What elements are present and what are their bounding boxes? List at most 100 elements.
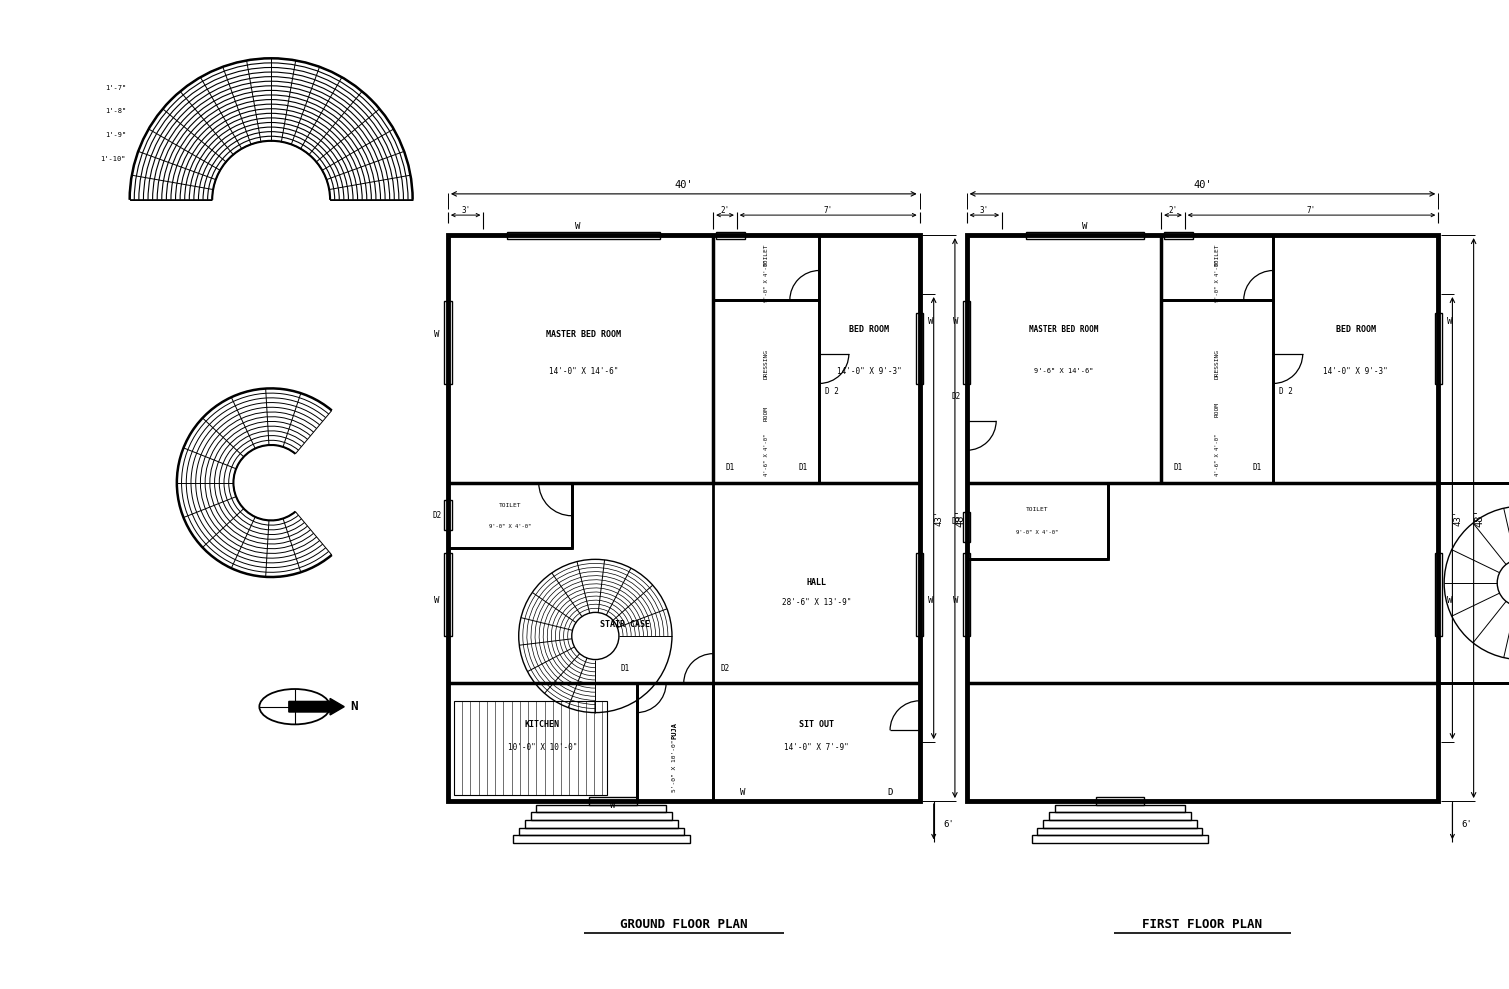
- Text: TOILET: TOILET: [764, 243, 768, 266]
- Text: 14'-0" X 9'-3": 14'-0" X 9'-3": [837, 367, 902, 376]
- Text: W: W: [954, 596, 958, 605]
- Text: 1'-8": 1'-8": [106, 109, 127, 115]
- Text: 43': 43': [934, 510, 943, 526]
- Text: W: W: [928, 596, 933, 605]
- Bar: [963, 554, 970, 636]
- Bar: [963, 302, 970, 384]
- Text: 10'-0" X 10'-0": 10'-0" X 10'-0": [507, 744, 576, 753]
- Bar: [1043, 820, 1197, 828]
- Text: 9'-0" X 4'-0": 9'-0" X 4'-0": [489, 524, 531, 529]
- Text: D1: D1: [798, 463, 807, 472]
- Text: TOILET: TOILET: [498, 502, 521, 508]
- Text: D2: D2: [952, 392, 961, 401]
- Text: 6': 6': [1462, 820, 1473, 829]
- Bar: [1097, 797, 1144, 805]
- Text: D2: D2: [433, 510, 442, 519]
- Text: D 2: D 2: [1280, 387, 1293, 396]
- Text: 4'-6" X 4'-0": 4'-6" X 4'-0": [764, 434, 768, 477]
- Bar: [967, 235, 1438, 801]
- Bar: [519, 828, 684, 835]
- Text: 43': 43': [1453, 510, 1462, 526]
- Bar: [1274, 235, 1438, 483]
- Bar: [1435, 313, 1441, 384]
- Bar: [1032, 835, 1209, 843]
- Text: BED ROOM: BED ROOM: [1335, 324, 1376, 333]
- Text: KITCHEN: KITCHEN: [525, 720, 560, 729]
- Bar: [525, 820, 678, 828]
- Text: D: D: [887, 788, 893, 797]
- Text: W: W: [575, 223, 581, 231]
- Bar: [1026, 231, 1144, 238]
- Text: W: W: [928, 317, 933, 326]
- Text: 9'-6" X 14'-6": 9'-6" X 14'-6": [1034, 368, 1094, 374]
- Bar: [1162, 300, 1274, 483]
- Text: 9'-0" X 4'-0": 9'-0" X 4'-0": [1017, 530, 1058, 535]
- Text: 9'-0" X 4'-0": 9'-0" X 4'-0": [1215, 259, 1219, 302]
- Text: W: W: [435, 329, 439, 338]
- Text: 7': 7': [1307, 206, 1316, 215]
- Bar: [1438, 483, 1509, 683]
- Bar: [963, 512, 970, 542]
- Bar: [715, 231, 745, 238]
- Text: 40': 40': [1194, 180, 1212, 190]
- Text: 3': 3': [462, 206, 471, 215]
- Bar: [445, 554, 451, 636]
- Bar: [967, 483, 1509, 683]
- Text: D1: D1: [1172, 463, 1182, 472]
- Bar: [714, 683, 919, 801]
- Bar: [531, 812, 672, 820]
- Text: 1'-7": 1'-7": [106, 85, 127, 91]
- Text: 48': 48': [1474, 508, 1483, 527]
- Text: 14'-0" X 9'-3": 14'-0" X 9'-3": [1323, 367, 1388, 376]
- Bar: [714, 300, 819, 483]
- Text: 40': 40': [675, 180, 693, 190]
- Text: W: W: [1447, 317, 1452, 326]
- Text: 14'-0" X 7'-9": 14'-0" X 7'-9": [785, 744, 848, 753]
- Text: 1'-9": 1'-9": [106, 132, 127, 137]
- Bar: [1163, 231, 1194, 238]
- Text: W: W: [1447, 596, 1452, 605]
- Text: 4'-6" X 4'-0": 4'-6" X 4'-0": [1215, 434, 1219, 477]
- Text: FIRST FLOOR PLAN: FIRST FLOOR PLAN: [1142, 919, 1263, 932]
- Bar: [445, 500, 451, 530]
- Text: SIT OUT: SIT OUT: [798, 720, 834, 729]
- Text: BED ROOM: BED ROOM: [850, 324, 889, 333]
- Text: ROOM: ROOM: [1215, 403, 1219, 417]
- Text: DRESSING: DRESSING: [1215, 349, 1219, 379]
- Bar: [454, 701, 607, 795]
- Text: 3': 3': [979, 206, 988, 215]
- Text: MASTER BED ROOM: MASTER BED ROOM: [1029, 324, 1099, 333]
- Text: 6': 6': [943, 820, 954, 829]
- Bar: [1162, 235, 1274, 300]
- Text: 9'-0" X 4'-0": 9'-0" X 4'-0": [764, 259, 768, 302]
- Bar: [448, 683, 637, 801]
- Bar: [536, 805, 665, 812]
- Text: TOILET: TOILET: [1215, 243, 1219, 266]
- Text: 2': 2': [1168, 206, 1177, 215]
- Text: 14'-0" X 14'-6": 14'-0" X 14'-6": [549, 367, 619, 376]
- Text: 28'-6" X 13'-9": 28'-6" X 13'-9": [782, 598, 851, 607]
- Text: 1'-10": 1'-10": [101, 155, 127, 161]
- Text: MASTER BED ROOM: MASTER BED ROOM: [546, 329, 622, 338]
- Bar: [448, 483, 572, 548]
- Bar: [1049, 812, 1191, 820]
- Bar: [967, 483, 1108, 560]
- Text: 7': 7': [824, 206, 833, 215]
- Text: D1: D1: [724, 463, 735, 472]
- Bar: [1435, 554, 1441, 636]
- Text: W: W: [739, 788, 745, 797]
- Text: W: W: [1082, 223, 1088, 231]
- Text: D1: D1: [620, 665, 629, 674]
- Text: D2: D2: [720, 665, 730, 674]
- Text: 2': 2': [720, 206, 730, 215]
- Text: DRESSING: DRESSING: [764, 349, 768, 379]
- Bar: [916, 313, 924, 384]
- Text: TOILET: TOILET: [1026, 507, 1049, 512]
- Bar: [916, 554, 924, 636]
- Bar: [819, 235, 919, 483]
- Text: HALL: HALL: [806, 579, 827, 587]
- Text: N: N: [350, 700, 358, 713]
- Bar: [1055, 805, 1185, 812]
- Text: D 2: D 2: [825, 387, 839, 396]
- Text: 5'-0" X 10'-0": 5'-0" X 10'-0": [673, 740, 678, 792]
